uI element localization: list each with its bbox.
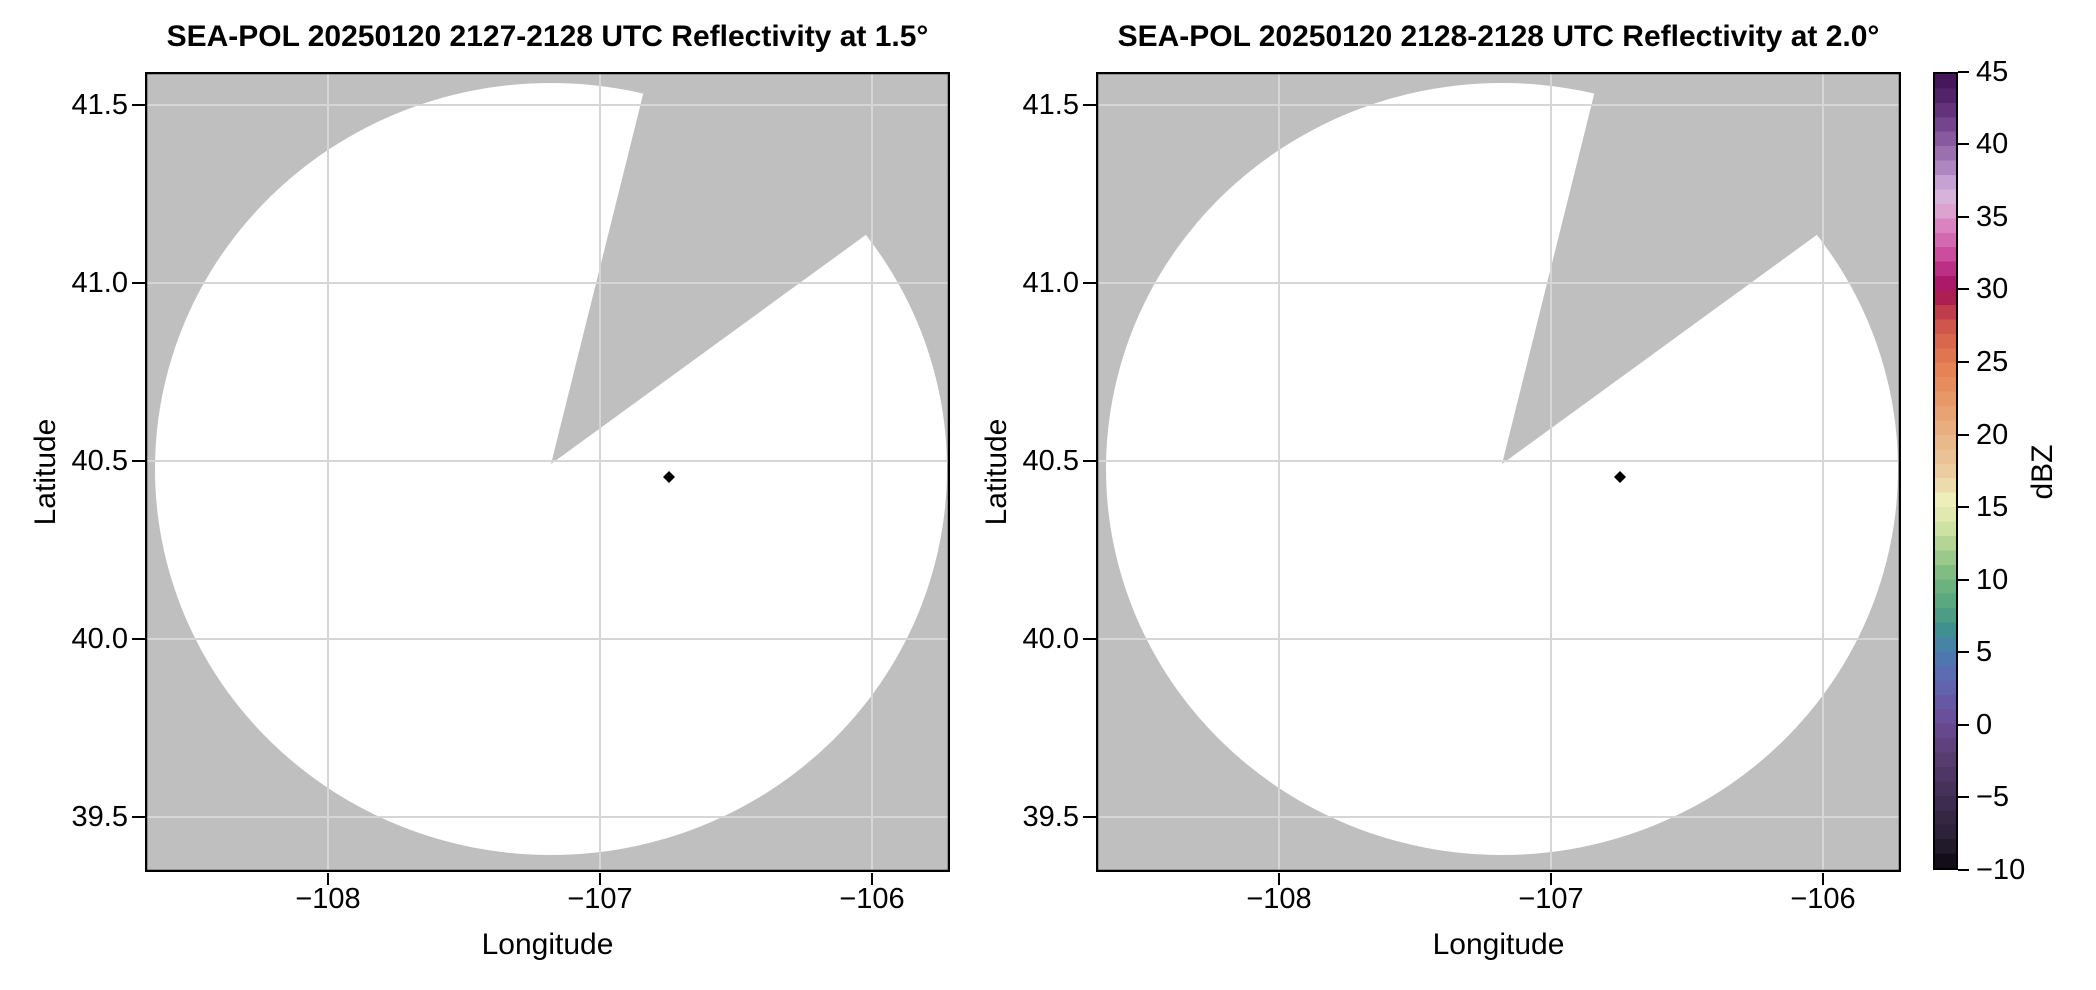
colorbar-tick-label: 20 (1976, 419, 2009, 451)
panel1-xtick-mark (599, 873, 601, 885)
panel2-xtick-label: −107 (1518, 883, 1584, 915)
colorbar (1933, 72, 1958, 870)
panel1-ytick-mark (132, 816, 145, 818)
colorbar-tick-label: 15 (1976, 491, 2009, 523)
panel2-plot-area (1096, 72, 1901, 872)
panel1-xtick-label: −107 (567, 883, 633, 915)
panel2-ytick-label: 41.0 (1022, 267, 1079, 299)
colorbar-tick-mark (1958, 361, 1969, 363)
panel2-ytick-mark (1083, 816, 1096, 818)
panel1-ytick-mark (132, 282, 145, 284)
colorbar-tick-label: 35 (1976, 201, 2009, 233)
panel2-ytick-label: 40.0 (1022, 623, 1079, 655)
panel1-xtick-mark (327, 873, 329, 885)
panel1-ytick-label: 39.5 (71, 801, 128, 833)
colorbar-tick-label: 10 (1976, 564, 2009, 596)
panel2-ytick-label: 41.5 (1022, 89, 1079, 121)
panel2-ytick-label: 39.5 (1022, 801, 1079, 833)
colorbar-tick-mark (1958, 216, 1969, 218)
colorbar-tick-mark (1958, 288, 1969, 290)
panel1-ytick-mark (132, 104, 145, 106)
panel1-xtick-label: −108 (295, 883, 361, 915)
panel2-site-marker-diamond (1614, 471, 1626, 483)
panel2-ytick-mark (1083, 282, 1096, 284)
panel1-ytick-mark (132, 460, 145, 462)
panel2-ytick-mark (1083, 638, 1096, 640)
panel1-blocked-sector-wedge (551, 72, 950, 464)
panel2-title: SEA-POL 20250120 2128-2128 UTC Reflectiv… (1117, 20, 1880, 53)
panel2-xtick-mark (1278, 873, 1280, 885)
panel1-ytick-mark (132, 638, 145, 640)
panel2-xtick-mark (1550, 873, 1552, 885)
colorbar-tick-label: 5 (1976, 636, 1993, 668)
panel2-ytick-mark (1083, 104, 1096, 106)
panel2-frame (1096, 72, 1901, 872)
colorbar-tick-label: −5 (1976, 781, 2010, 813)
colorbar-tick-label: 25 (1976, 346, 2009, 378)
panel1-ytick-label: 40.5 (71, 445, 128, 477)
panel1-xtick-mark (871, 873, 873, 885)
panel2-ytick-mark (1083, 460, 1096, 462)
colorbar-tick-mark (1958, 71, 1969, 73)
panel2-blocked-sector-wedge (1502, 72, 1901, 464)
colorbar-axis-label: dBZ (2026, 444, 2059, 500)
panel1-frame (145, 72, 950, 872)
panel1-yaxis-label: Latitude (29, 418, 62, 526)
panel2-xaxis-label: Longitude (1432, 928, 1565, 961)
panel2-xtick-label: −106 (1790, 883, 1856, 915)
panel1-ytick-label: 41.5 (71, 89, 128, 121)
colorbar-tick-mark (1958, 579, 1969, 581)
colorbar-tick-mark (1958, 143, 1969, 145)
panel1-xtick-label: −106 (839, 883, 905, 915)
panel2-gridlines (1096, 72, 1901, 872)
panel1-plot-area (145, 72, 950, 872)
colorbar-tick-mark (1958, 651, 1969, 653)
colorbar-tick-label: 0 (1976, 709, 1993, 741)
panel1-ytick-label: 40.0 (71, 623, 128, 655)
panel2-yaxis-label: Latitude (980, 418, 1013, 526)
panel1-xaxis-label: Longitude (481, 928, 614, 961)
colorbar-tick-mark (1958, 434, 1969, 436)
colorbar-tick-mark (1958, 506, 1969, 508)
panel2-xtick-label: −108 (1246, 883, 1312, 915)
colorbar-tick-label: 45 (1976, 56, 2009, 88)
colorbar-tick-mark (1958, 796, 1969, 798)
panel2-xtick-mark (1822, 873, 1824, 885)
panel1-gridlines (145, 72, 950, 872)
colorbar-tick-mark (1958, 724, 1969, 726)
panel1-site-marker-diamond (663, 471, 675, 483)
panel1-title: SEA-POL 20250120 2127-2128 UTC Reflectiv… (166, 20, 929, 53)
panel2-ytick-label: 40.5 (1022, 445, 1079, 477)
colorbar-tick-label: 30 (1976, 273, 2009, 305)
colorbar-tick-mark (1958, 869, 1969, 871)
panel1-ytick-label: 41.0 (71, 267, 128, 299)
colorbar-tick-label: 40 (1976, 128, 2009, 160)
colorbar-tick-label: −10 (1976, 854, 2026, 886)
